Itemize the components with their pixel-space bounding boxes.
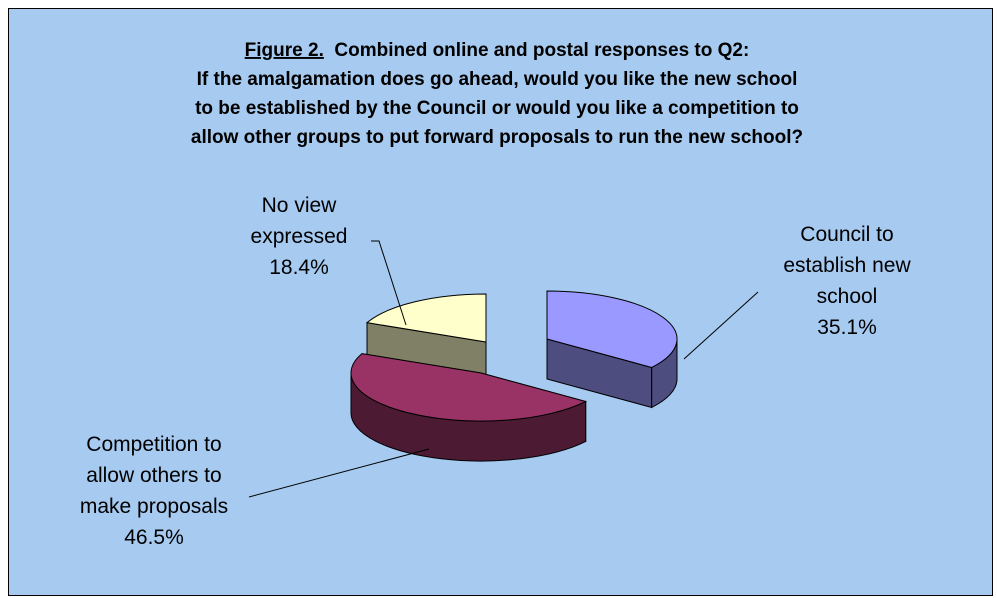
slice-label-council: Council to establish new school 35.1% xyxy=(783,223,911,339)
slice-percent-competition: 46.5% xyxy=(124,526,184,549)
slice-council xyxy=(546,290,678,368)
leader-line-competition xyxy=(248,448,430,498)
slice-label-line-competition-1: allow others to xyxy=(86,464,221,487)
slice-labels: Council to establish new school 35.1% Compet… xyxy=(80,194,912,549)
slice-label-line-no-view-0: No view xyxy=(262,194,338,217)
slice-percent-no-view: 18.4% xyxy=(269,256,329,279)
chart-area: Figure 2. Combined online and postal res… xyxy=(8,8,993,596)
slice-label-line-no-view-1: expressed xyxy=(251,225,348,248)
slice-label-line-council-1: establish new xyxy=(783,254,911,277)
chart-title-line-3: to be established by the Council or woul… xyxy=(195,98,799,119)
pie-tops xyxy=(350,290,678,422)
slice-label-line-council-0: Council to xyxy=(800,223,893,246)
chart-title-line-2: If the amalgamation does go ahead, would… xyxy=(197,69,798,90)
figure-label: Figure 2. xyxy=(245,40,324,61)
slice-label-competition: Competition to allow others to make propos… xyxy=(80,433,228,549)
leader-line-council xyxy=(683,291,759,360)
pie-chart: Figure 2. Combined online and postal res… xyxy=(80,40,912,549)
slice-label-line-competition-0: Competition to xyxy=(86,433,221,456)
slice-percent-council: 35.1% xyxy=(817,316,877,339)
chart-title-line-1-rest: Combined online and postal responses to … xyxy=(324,40,749,61)
leader-lines xyxy=(248,240,759,498)
slice-no-view xyxy=(365,293,487,343)
chart-title-line-4: allow other groups to put forward propos… xyxy=(191,127,803,148)
slice-label-line-competition-2: make proposals xyxy=(80,495,228,518)
slice-label-no-view: No view expressed 18.4% xyxy=(251,194,348,279)
leader-line-no-view xyxy=(371,240,407,326)
chart-title-line-1: Figure 2. Combined online and postal res… xyxy=(245,40,750,61)
slice-competition xyxy=(350,353,588,422)
slice-label-line-council-2: school xyxy=(817,285,878,308)
